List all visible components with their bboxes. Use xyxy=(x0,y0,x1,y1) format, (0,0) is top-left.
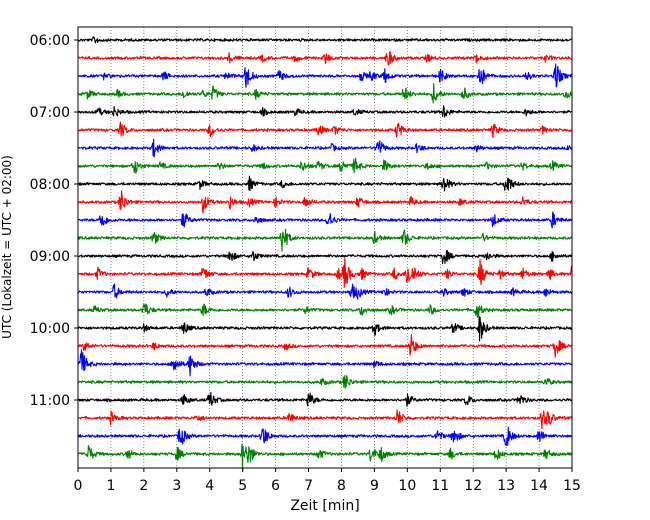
y-tick-label: 11:00 xyxy=(30,393,70,409)
y-tick-label: 06:00 xyxy=(30,33,70,49)
y-tick-label: 07:00 xyxy=(30,105,70,121)
trace-line xyxy=(77,157,573,174)
x-tick-label: 2 xyxy=(139,478,148,494)
x-tick-label: 10 xyxy=(398,478,416,494)
x-tick-label: 12 xyxy=(464,478,482,494)
trace-line xyxy=(77,443,573,471)
x-tick-label: 13 xyxy=(497,478,515,494)
x-tick-label: 0 xyxy=(74,478,83,494)
x-tick-label: 8 xyxy=(337,478,346,494)
trace-line xyxy=(77,228,573,252)
plot-frame xyxy=(77,26,573,469)
x-tick-label: 7 xyxy=(304,478,313,494)
x-tick-label: 6 xyxy=(271,478,280,494)
y-tick-label: 08:00 xyxy=(30,177,70,193)
x-tick-label: 1 xyxy=(106,478,115,494)
trace-line xyxy=(77,63,573,88)
trace-line xyxy=(77,105,573,118)
trace-line xyxy=(77,334,573,358)
x-tick-label: 11 xyxy=(431,478,449,494)
x-tick-label: 9 xyxy=(370,478,379,494)
trace-line xyxy=(77,315,573,342)
trace-line xyxy=(77,36,573,44)
trace-line xyxy=(77,257,573,288)
trace-line xyxy=(77,426,573,447)
trace-line xyxy=(77,83,573,104)
x-tick-label: 5 xyxy=(238,478,247,494)
trace-line xyxy=(77,250,573,265)
x-axis-label: Zeit [min] xyxy=(290,498,359,514)
trace-line xyxy=(77,51,573,66)
x-tick-label: 14 xyxy=(530,478,548,494)
y-axis-label: UTC (Lokalzeit = UTC + 02:00) xyxy=(0,155,14,339)
trace-line xyxy=(77,409,573,430)
trace-line xyxy=(77,190,573,214)
x-tick-label: 3 xyxy=(172,478,181,494)
trace-line xyxy=(77,121,573,139)
trace-line xyxy=(77,374,573,389)
x-axis-ticks: 0 1 2 3 4 5 6 7 8 9 10 11 12 13 14 15 xyxy=(74,468,581,494)
x-tick-label: 15 xyxy=(563,478,581,494)
trace-line xyxy=(77,211,573,229)
x-tick-label: 4 xyxy=(205,478,214,494)
trace-line xyxy=(77,138,573,158)
trace-lines xyxy=(77,36,573,471)
y-tick-label: 09:00 xyxy=(30,249,70,265)
trace-line xyxy=(77,303,573,318)
y-axis-ticks: 06:00 07:00 08:00 09:00 10:00 11:00 xyxy=(30,33,78,409)
trace-line xyxy=(77,349,573,377)
trace-line xyxy=(77,391,573,407)
trace-line xyxy=(77,175,573,192)
y-tick-label: 10:00 xyxy=(30,321,70,337)
trace-line xyxy=(77,283,573,300)
